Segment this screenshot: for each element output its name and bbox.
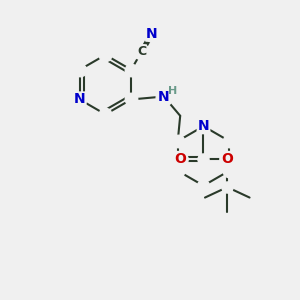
Text: N: N: [74, 92, 85, 106]
Text: C: C: [137, 45, 146, 58]
Text: O: O: [174, 152, 186, 166]
Text: N: N: [146, 27, 158, 41]
Text: N: N: [158, 89, 170, 103]
Text: O: O: [221, 152, 233, 166]
Text: N: N: [198, 119, 209, 133]
Text: H: H: [167, 86, 177, 96]
